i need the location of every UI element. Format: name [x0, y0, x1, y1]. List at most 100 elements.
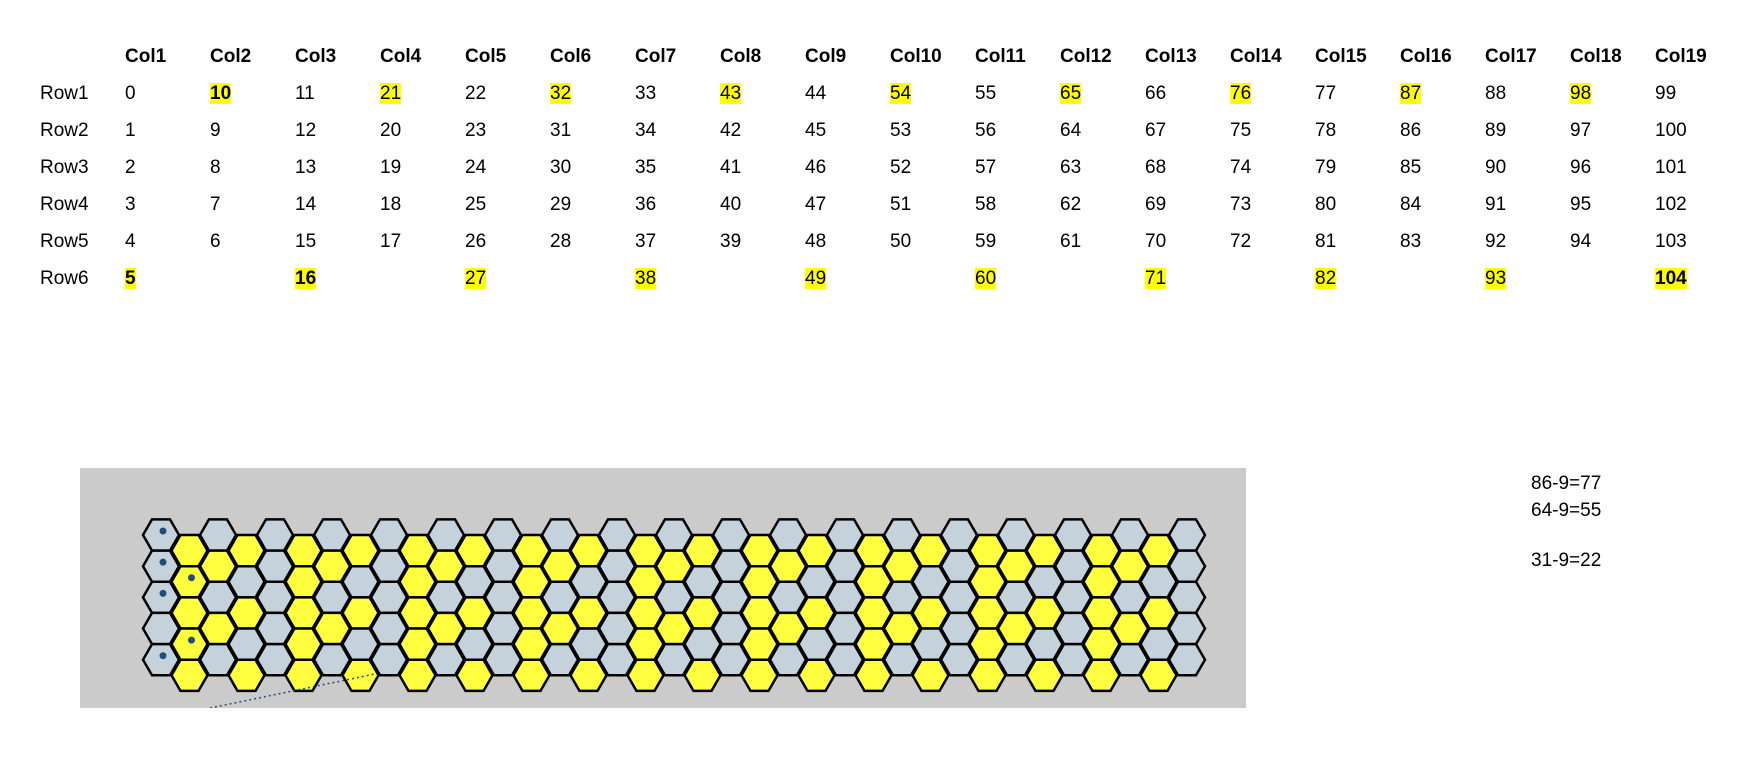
table-cell[interactable]: 2 — [125, 149, 210, 186]
table-cell[interactable]: 39 — [720, 223, 805, 260]
table-cell[interactable]: 22 — [465, 75, 550, 112]
table-cell[interactable]: 51 — [890, 186, 975, 223]
table-cell[interactable]: 3 — [125, 186, 210, 223]
table-cell[interactable]: 60 — [975, 260, 1060, 297]
table-cell[interactable]: 17 — [380, 223, 465, 260]
table-cell[interactable] — [380, 260, 465, 297]
table-cell[interactable] — [1060, 260, 1145, 297]
table-cell[interactable]: 8 — [210, 149, 295, 186]
table-cell[interactable]: 40 — [720, 186, 805, 223]
table-cell[interactable]: 91 — [1485, 186, 1570, 223]
table-cell[interactable]: 82 — [1315, 260, 1400, 297]
table-cell[interactable]: 30 — [550, 149, 635, 186]
table-cell[interactable]: 15 — [295, 223, 380, 260]
table-cell[interactable]: 48 — [805, 223, 890, 260]
table-cell[interactable]: 94 — [1570, 223, 1655, 260]
table-cell[interactable]: 100 — [1655, 112, 1740, 149]
table-cell[interactable]: 81 — [1315, 223, 1400, 260]
table-cell[interactable]: 71 — [1145, 260, 1230, 297]
table-cell[interactable]: 29 — [550, 186, 635, 223]
table-cell[interactable]: 20 — [380, 112, 465, 149]
table-cell[interactable]: 11 — [295, 75, 380, 112]
table-cell[interactable]: 38 — [635, 260, 720, 297]
table-cell[interactable]: 72 — [1230, 223, 1315, 260]
table-cell[interactable]: 76 — [1230, 75, 1315, 112]
table-cell[interactable]: 34 — [635, 112, 720, 149]
table-cell[interactable]: 97 — [1570, 112, 1655, 149]
table-cell[interactable]: 27 — [465, 260, 550, 297]
table-cell[interactable]: 49 — [805, 260, 890, 297]
table-cell[interactable]: 98 — [1570, 75, 1655, 112]
table-cell[interactable]: 55 — [975, 75, 1060, 112]
table-cell[interactable]: 10 — [210, 75, 295, 112]
table-cell[interactable]: 101 — [1655, 149, 1740, 186]
table-cell[interactable]: 24 — [465, 149, 550, 186]
table-cell[interactable]: 64 — [1060, 112, 1145, 149]
table-cell[interactable]: 4 — [125, 223, 210, 260]
table-cell[interactable]: 50 — [890, 223, 975, 260]
table-cell[interactable]: 62 — [1060, 186, 1145, 223]
table-cell[interactable]: 78 — [1315, 112, 1400, 149]
table-cell[interactable]: 16 — [295, 260, 380, 297]
table-cell[interactable]: 68 — [1145, 149, 1230, 186]
table-cell[interactable]: 9 — [210, 112, 295, 149]
table-cell[interactable]: 88 — [1485, 75, 1570, 112]
table-cell[interactable]: 1 — [125, 112, 210, 149]
table-cell[interactable]: 0 — [125, 75, 210, 112]
table-cell[interactable]: 87 — [1400, 75, 1485, 112]
table-cell[interactable] — [550, 260, 635, 297]
table-cell[interactable]: 67 — [1145, 112, 1230, 149]
table-cell[interactable]: 84 — [1400, 186, 1485, 223]
table-cell[interactable]: 57 — [975, 149, 1060, 186]
table-cell[interactable]: 52 — [890, 149, 975, 186]
table-cell[interactable]: 14 — [295, 186, 380, 223]
table-cell[interactable]: 46 — [805, 149, 890, 186]
table-cell[interactable]: 66 — [1145, 75, 1230, 112]
table-cell[interactable]: 93 — [1485, 260, 1570, 297]
table-cell[interactable]: 95 — [1570, 186, 1655, 223]
table-cell[interactable]: 75 — [1230, 112, 1315, 149]
table-cell[interactable]: 92 — [1485, 223, 1570, 260]
table-cell[interactable]: 44 — [805, 75, 890, 112]
table-cell[interactable]: 28 — [550, 223, 635, 260]
table-cell[interactable]: 74 — [1230, 149, 1315, 186]
table-cell[interactable]: 23 — [465, 112, 550, 149]
table-cell[interactable]: 31 — [550, 112, 635, 149]
table-cell[interactable]: 45 — [805, 112, 890, 149]
table-cell[interactable]: 47 — [805, 186, 890, 223]
table-cell[interactable]: 65 — [1060, 75, 1145, 112]
table-cell[interactable]: 41 — [720, 149, 805, 186]
table-cell[interactable]: 86 — [1400, 112, 1485, 149]
table-cell[interactable]: 21 — [380, 75, 465, 112]
table-cell[interactable]: 89 — [1485, 112, 1570, 149]
table-cell[interactable]: 19 — [380, 149, 465, 186]
table-cell[interactable]: 35 — [635, 149, 720, 186]
table-cell[interactable]: 58 — [975, 186, 1060, 223]
table-cell[interactable]: 25 — [465, 186, 550, 223]
table-cell[interactable]: 13 — [295, 149, 380, 186]
table-cell[interactable]: 70 — [1145, 223, 1230, 260]
table-cell[interactable]: 85 — [1400, 149, 1485, 186]
table-cell[interactable] — [1570, 260, 1655, 297]
table-cell[interactable]: 6 — [210, 223, 295, 260]
table-cell[interactable]: 77 — [1315, 75, 1400, 112]
table-cell[interactable]: 79 — [1315, 149, 1400, 186]
table-cell[interactable]: 99 — [1655, 75, 1740, 112]
table-cell[interactable] — [720, 260, 805, 297]
table-cell[interactable]: 42 — [720, 112, 805, 149]
table-cell[interactable]: 7 — [210, 186, 295, 223]
table-cell[interactable]: 104 — [1655, 260, 1740, 297]
table-cell[interactable]: 61 — [1060, 223, 1145, 260]
table-cell[interactable]: 12 — [295, 112, 380, 149]
table-cell[interactable]: 54 — [890, 75, 975, 112]
table-cell[interactable]: 90 — [1485, 149, 1570, 186]
table-cell[interactable]: 43 — [720, 75, 805, 112]
table-cell[interactable]: 102 — [1655, 186, 1740, 223]
table-cell[interactable]: 18 — [380, 186, 465, 223]
table-cell[interactable]: 33 — [635, 75, 720, 112]
table-cell[interactable]: 26 — [465, 223, 550, 260]
table-cell[interactable]: 69 — [1145, 186, 1230, 223]
table-cell[interactable] — [890, 260, 975, 297]
table-cell[interactable]: 59 — [975, 223, 1060, 260]
table-cell[interactable]: 63 — [1060, 149, 1145, 186]
